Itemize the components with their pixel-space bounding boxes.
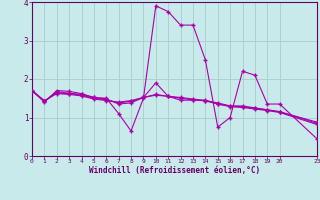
X-axis label: Windchill (Refroidissement éolien,°C): Windchill (Refroidissement éolien,°C) [89, 166, 260, 175]
